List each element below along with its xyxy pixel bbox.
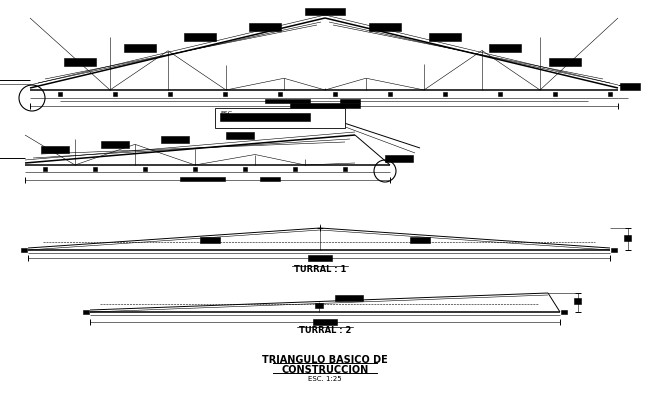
Bar (249, 23, 281, 31)
Bar (313, 319, 337, 325)
Bar (443, 92, 447, 96)
Bar (168, 92, 172, 96)
Bar (388, 92, 392, 96)
Text: TURRAL : 2: TURRAL : 2 (299, 326, 351, 335)
Bar (83, 310, 89, 314)
Bar (41, 146, 69, 153)
Bar (220, 113, 310, 121)
Bar (101, 141, 129, 148)
Text: TRIANGULO BASICO DE: TRIANGULO BASICO DE (262, 355, 388, 365)
Bar (305, 8, 345, 15)
Bar (608, 92, 612, 96)
Text: CONSTRUCCION: CONSTRUCCION (281, 365, 369, 375)
Bar (260, 177, 280, 181)
Bar (278, 92, 282, 96)
Bar (429, 33, 461, 41)
Bar (498, 92, 502, 96)
Text: ESC. 1:25: ESC. 1:25 (308, 376, 342, 382)
Bar (43, 167, 47, 171)
Bar (226, 132, 254, 139)
Bar (113, 92, 117, 96)
Bar (315, 302, 323, 308)
Bar (200, 237, 220, 243)
Bar (343, 167, 347, 171)
Bar (193, 167, 197, 171)
Bar (561, 310, 567, 314)
Bar (58, 92, 62, 96)
Bar (574, 298, 581, 304)
Bar (64, 58, 96, 66)
Bar (180, 177, 225, 181)
Bar (335, 295, 363, 301)
Bar (143, 167, 147, 171)
Bar (369, 23, 401, 31)
Bar (265, 99, 310, 103)
Bar (620, 83, 640, 90)
Bar (489, 44, 521, 52)
Text: TURRAL : 1: TURRAL : 1 (294, 265, 346, 274)
Bar (223, 92, 227, 96)
Bar (290, 103, 360, 108)
Bar (340, 99, 360, 103)
Bar (549, 58, 581, 66)
Bar (93, 167, 97, 171)
Bar (333, 92, 337, 96)
Text: ESC.: ESC. (220, 111, 234, 116)
Bar (308, 255, 332, 261)
Bar (293, 167, 297, 171)
Bar (124, 44, 156, 52)
Bar (553, 92, 557, 96)
Bar (161, 136, 189, 143)
Bar (21, 248, 27, 252)
Bar (184, 33, 216, 41)
Bar (243, 167, 247, 171)
Bar (624, 235, 631, 241)
Bar (410, 237, 430, 243)
Bar (215, 108, 345, 128)
Bar (385, 155, 413, 162)
Bar (611, 248, 617, 252)
